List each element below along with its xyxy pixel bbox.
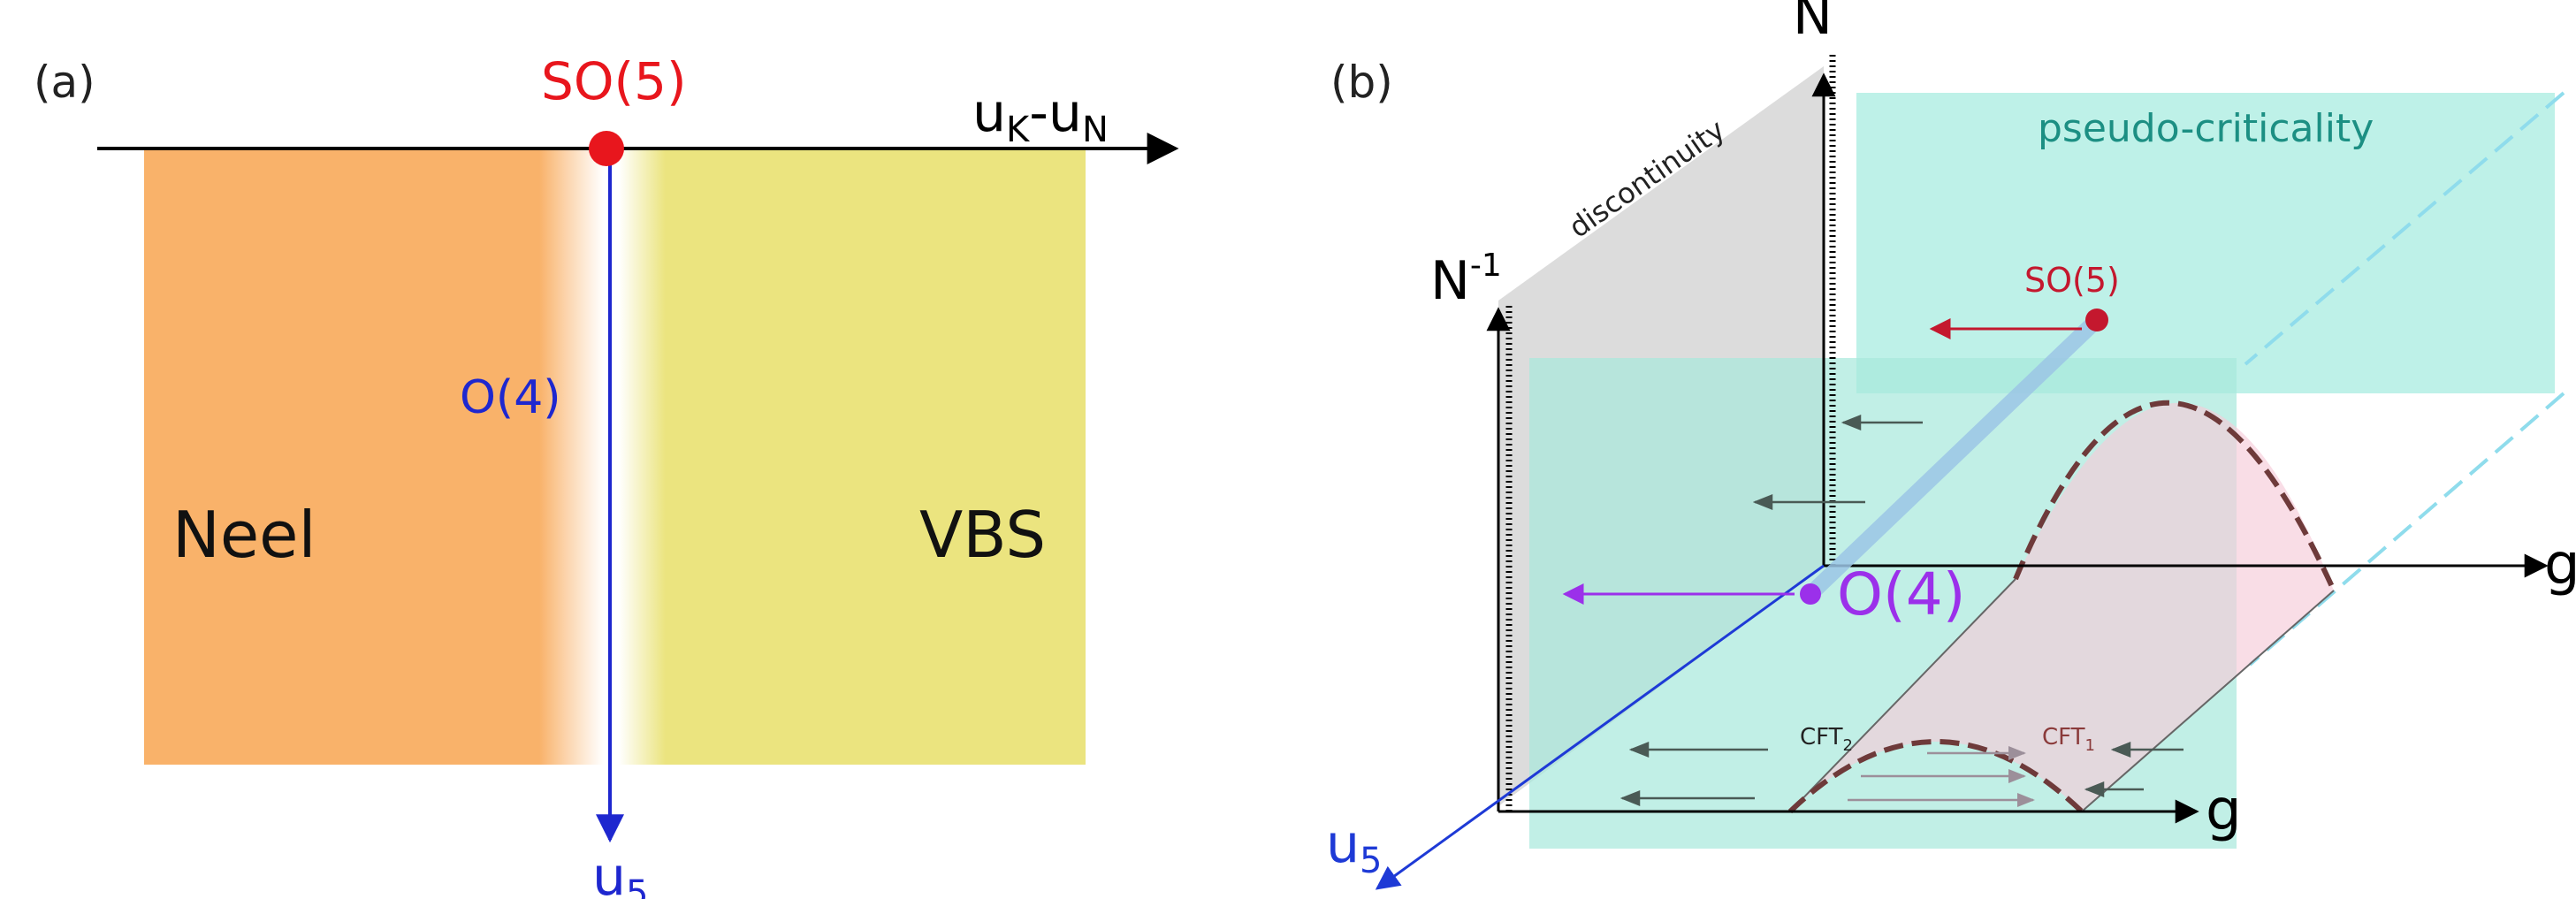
pseudo-criticality-plane	[1856, 93, 2555, 393]
g-axis-upper-label: g	[2544, 532, 2576, 598]
cft2-label: CFT2	[1800, 724, 1853, 755]
uk-un-axis-label: uK-uN	[972, 82, 1109, 150]
plane-edge-dashed-2	[2248, 392, 2565, 667]
panel-b-label: (b)	[1330, 57, 1393, 108]
vbs-label: VBS	[919, 498, 1046, 572]
front-n-axis-label: N-1	[1430, 248, 1502, 312]
neel-label: Neel	[172, 498, 316, 572]
pseudo-criticality-label: pseudo-criticality	[2038, 106, 2374, 151]
so5-label-b: SO(5)	[2024, 261, 2120, 300]
cft1-label: CFT1	[2042, 724, 2095, 755]
u5-axis-b	[1375, 564, 1825, 890]
panel-b: (b) discontinuity pseudo-criticality N N…	[1326, 0, 2576, 890]
g-axis-lower-label: g	[2206, 778, 2242, 843]
u5-axis-b-label: u5	[1326, 813, 1382, 881]
so5-point-b	[2085, 309, 2108, 331]
so5-point-a	[589, 131, 624, 166]
rg-flow-arrows	[1620, 415, 2184, 807]
cylinder-edge-2	[2081, 590, 2335, 812]
panel-a-label: (a)	[34, 57, 95, 108]
panel-a: (a) Neel VBS uK-uN u5 SO(5) O(4)	[34, 51, 1179, 899]
o4-label-a: O(4)	[460, 371, 561, 424]
cylinder-edge-1	[1789, 578, 2016, 812]
vbs-region	[619, 150, 1086, 765]
cft-arc-upper	[2013, 400, 2336, 592]
o4-label-b: O(4)	[1837, 560, 1965, 629]
so5-o4-line	[1802, 312, 2105, 602]
plane-edge-dashed-1	[2244, 91, 2565, 366]
back-n-axis-label: N	[1793, 0, 1833, 47]
u5-axis-a-label: u5	[592, 846, 648, 899]
o4-point-b	[1800, 583, 1821, 605]
neel-region	[144, 150, 604, 765]
so5-label-a: SO(5)	[541, 51, 687, 111]
